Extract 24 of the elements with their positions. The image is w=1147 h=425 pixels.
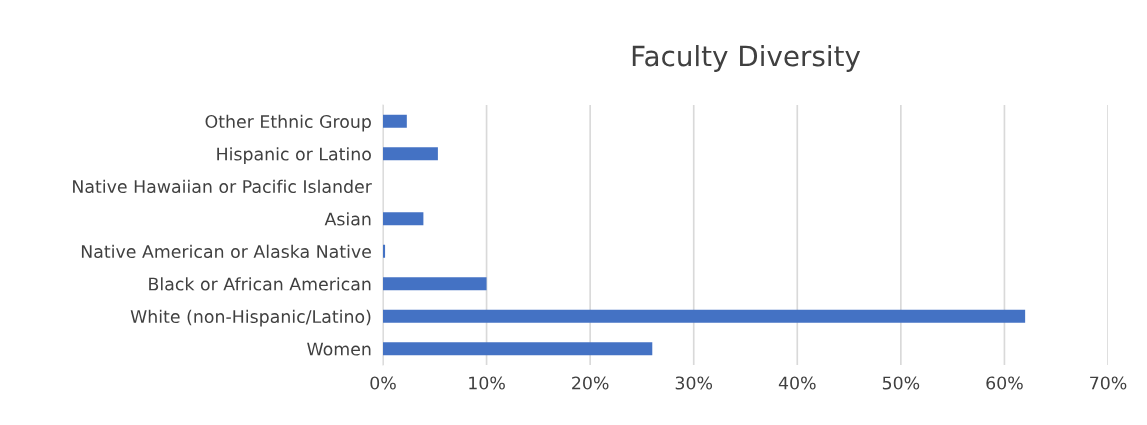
y-tick-label: Asian [324, 212, 371, 226]
bar [383, 277, 487, 291]
y-tick-label: Native Hawaiian or Pacific Islander [73, 179, 372, 194]
y-tick-label: White (non-Hispanic/Latino) [130, 309, 371, 327]
y-tick-label: Women [307, 342, 371, 356]
x-tick-label: 40% [778, 376, 816, 390]
chart-title: Faculty Diversity [632, 45, 861, 72]
x-tick-label: 50% [882, 376, 920, 390]
x-tick-label: 60% [986, 376, 1023, 390]
x-tick-label: 20% [572, 376, 609, 390]
y-tick-label: Other Ethnic Group [205, 114, 371, 132]
x-tick-label: 0% [370, 376, 396, 390]
bar [383, 244, 386, 258]
x-tick-label: 10% [469, 376, 505, 390]
y-tick-label: Hispanic or Latino [217, 147, 371, 164]
bar [383, 309, 1026, 323]
bar [383, 147, 438, 161]
bar [383, 342, 653, 356]
bar [383, 212, 424, 226]
bar [383, 114, 407, 128]
y-tick-label: Black or African American [149, 277, 371, 291]
x-tick-label: 30% [675, 376, 713, 390]
y-tick-label: Native American or Alaska Native [81, 244, 371, 259]
x-tick-label: 70% [1090, 376, 1127, 390]
